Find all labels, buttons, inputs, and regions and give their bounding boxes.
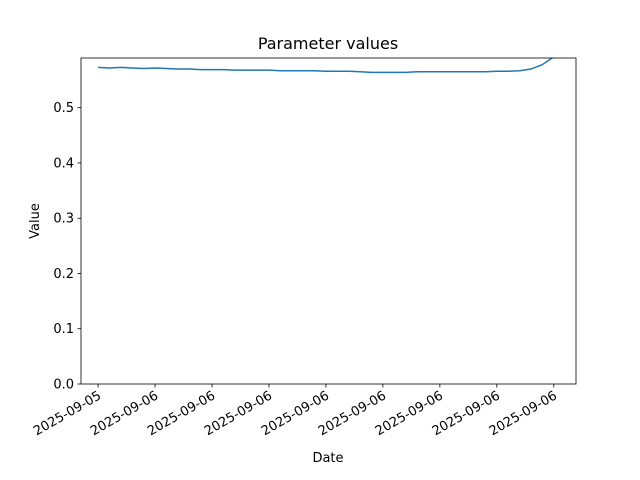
y-tick-label: 0.5 (53, 101, 74, 116)
y-tick-label: 0.3 (53, 212, 74, 227)
plot-frame (80, 57, 577, 385)
y-tick-label: 0.4 (53, 156, 74, 171)
chart-title: Parameter values (258, 34, 398, 53)
y-tick-label: 0.1 (53, 322, 74, 337)
x-axis-label: Date (312, 451, 343, 466)
y-axis-label: Value (28, 203, 43, 239)
y-tick-label: 0.0 (53, 378, 74, 393)
line-series (98, 58, 554, 74)
y-tick-label: 0.2 (53, 267, 74, 282)
